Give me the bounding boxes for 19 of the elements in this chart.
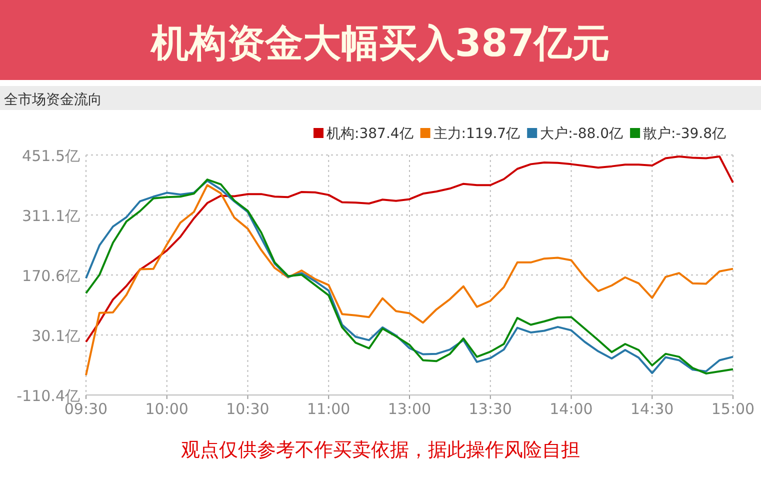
- x-tick-label: 13:30: [468, 400, 512, 418]
- legend-label: 散户:-39.8亿: [643, 126, 726, 142]
- x-tick-label: 15:00: [711, 400, 755, 418]
- x-tick-label: 10:00: [145, 400, 188, 418]
- legend-label: 主力:119.7亿: [433, 126, 520, 142]
- x-tick-label: 11:00: [307, 400, 350, 418]
- y-tick-label: 170.6亿: [22, 266, 80, 285]
- chart-title: 机构资金大幅买入387亿元: [150, 21, 610, 65]
- x-tick-label: 13:00: [388, 400, 432, 418]
- y-tick-label: 30.1亿: [32, 326, 80, 345]
- y-tick-label: 451.5亿: [22, 147, 80, 165]
- chart-subtitle: 全市场资金流向: [4, 92, 102, 108]
- x-tick-label: 14:30: [630, 400, 674, 418]
- x-tick-label: 14:00: [550, 400, 593, 418]
- x-tick-label: 10:30: [226, 400, 270, 418]
- legend-label: 大户:-88.0亿: [540, 126, 624, 142]
- legend-label: 机构:387.4亿: [326, 126, 414, 142]
- text: 观点仅供参考不作买卖依据，据此操作风险自担: [181, 439, 580, 461]
- y-tick-label: 311.1亿: [22, 206, 80, 225]
